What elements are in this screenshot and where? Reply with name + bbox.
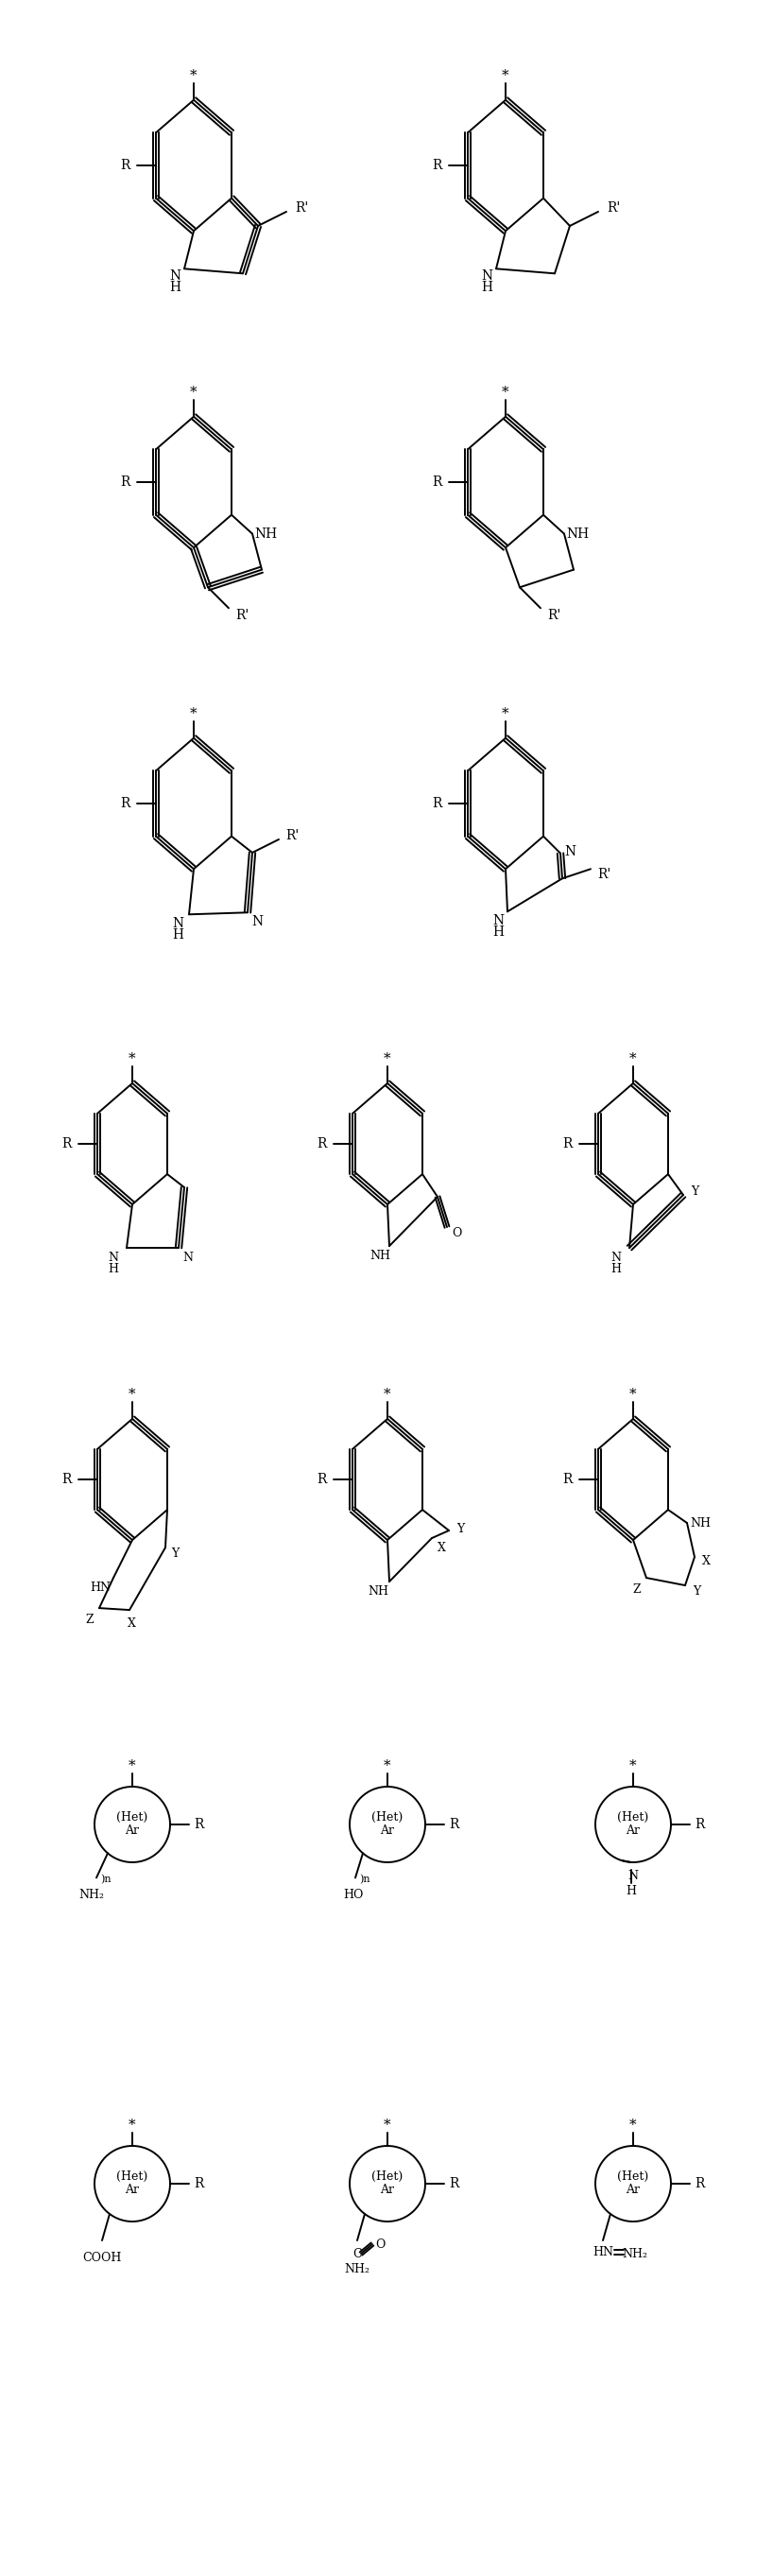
Text: (Het): (Het) (372, 1811, 404, 1824)
Text: Ar: Ar (125, 2184, 139, 2197)
Text: H: H (626, 1886, 636, 1896)
Text: R': R' (607, 201, 620, 214)
Text: *: * (190, 70, 197, 82)
Text: Ar: Ar (380, 1824, 394, 1837)
Text: N: N (169, 270, 181, 283)
Text: NH: NH (690, 1517, 710, 1530)
Text: HN: HN (90, 1582, 111, 1595)
Text: Ar: Ar (626, 2184, 640, 2197)
Text: Y: Y (456, 1522, 464, 1535)
Text: O: O (451, 1226, 461, 1239)
Text: R': R' (547, 608, 560, 623)
Text: N: N (628, 1870, 638, 1880)
Text: R: R (316, 1473, 326, 1486)
Text: H: H (108, 1262, 118, 1275)
Text: )n: )n (100, 1875, 111, 1886)
Text: N: N (481, 270, 492, 283)
Text: )n: )n (359, 1875, 370, 1886)
Text: R: R (120, 796, 130, 809)
Text: R: R (61, 1473, 71, 1486)
Text: N: N (251, 914, 263, 927)
Text: NH₂: NH₂ (622, 2246, 648, 2259)
Text: Z: Z (633, 1584, 641, 1595)
Text: NH₂: NH₂ (345, 2262, 370, 2275)
Text: H: H (172, 927, 183, 943)
Text: *: * (629, 1759, 637, 1772)
Text: N: N (108, 1252, 118, 1262)
Text: H: H (481, 281, 492, 294)
Text: R: R (562, 1136, 572, 1151)
Text: R: R (120, 160, 130, 173)
Text: (Het): (Het) (117, 1811, 148, 1824)
Text: R: R (431, 796, 441, 809)
Text: *: * (629, 2117, 637, 2133)
Text: R: R (431, 477, 441, 489)
Text: *: * (128, 1051, 136, 1066)
Text: R: R (316, 1136, 326, 1151)
Text: *: * (128, 2117, 136, 2133)
Text: N: N (183, 1252, 193, 1262)
Text: *: * (384, 2117, 391, 2133)
Text: *: * (128, 1388, 136, 1401)
Text: (Het): (Het) (117, 2169, 148, 2182)
Text: Z: Z (86, 1613, 94, 1625)
Text: R': R' (295, 201, 308, 214)
Text: Ar: Ar (380, 2184, 394, 2197)
Text: X: X (128, 1618, 135, 1631)
Text: R': R' (235, 608, 249, 623)
Text: R': R' (285, 829, 298, 842)
Text: Y: Y (690, 1185, 699, 1198)
Text: *: * (190, 386, 197, 399)
Text: R: R (431, 160, 441, 173)
Text: *: * (128, 1759, 136, 1772)
Text: N: N (611, 1252, 621, 1262)
Text: *: * (629, 1051, 637, 1066)
Text: O: O (375, 2239, 385, 2251)
Text: HN: HN (593, 2246, 613, 2259)
Text: N: N (172, 917, 183, 930)
Text: *: * (502, 70, 509, 82)
Text: R: R (61, 1136, 71, 1151)
Text: X: X (702, 1556, 710, 1566)
Text: R: R (193, 2177, 203, 2190)
Text: COOH: COOH (83, 2251, 121, 2264)
Text: X: X (437, 1540, 445, 1553)
Text: Y: Y (171, 1548, 179, 1558)
Text: NH: NH (254, 528, 277, 541)
Text: *: * (384, 1388, 391, 1401)
Text: HO: HO (343, 1888, 363, 1901)
Text: H: H (611, 1262, 621, 1275)
Text: R': R' (597, 868, 611, 881)
Text: R: R (562, 1473, 572, 1486)
Text: NH₂: NH₂ (79, 1888, 104, 1901)
Text: H: H (492, 925, 504, 940)
Text: (Het): (Het) (618, 2169, 649, 2182)
Text: Ar: Ar (125, 1824, 139, 1837)
Text: NH: NH (368, 1584, 388, 1597)
Text: H: H (169, 281, 180, 294)
Text: Y: Y (693, 1584, 700, 1597)
Text: R: R (448, 2177, 458, 2190)
Text: C: C (352, 2246, 362, 2259)
Text: R: R (694, 1819, 704, 1832)
Text: *: * (190, 706, 197, 721)
Text: R: R (120, 477, 130, 489)
Text: NH: NH (566, 528, 589, 541)
Text: (Het): (Het) (618, 1811, 649, 1824)
Text: *: * (384, 1759, 391, 1772)
Text: R: R (193, 1819, 203, 1832)
Text: *: * (502, 706, 509, 721)
Text: *: * (629, 1388, 637, 1401)
Text: *: * (502, 386, 509, 399)
Text: R: R (694, 2177, 704, 2190)
Text: Ar: Ar (626, 1824, 640, 1837)
Text: (Het): (Het) (372, 2169, 404, 2182)
Text: N: N (564, 845, 576, 858)
Text: *: * (384, 1051, 391, 1066)
Text: R: R (448, 1819, 458, 1832)
Text: N: N (492, 914, 504, 927)
Text: NH: NH (369, 1249, 390, 1262)
